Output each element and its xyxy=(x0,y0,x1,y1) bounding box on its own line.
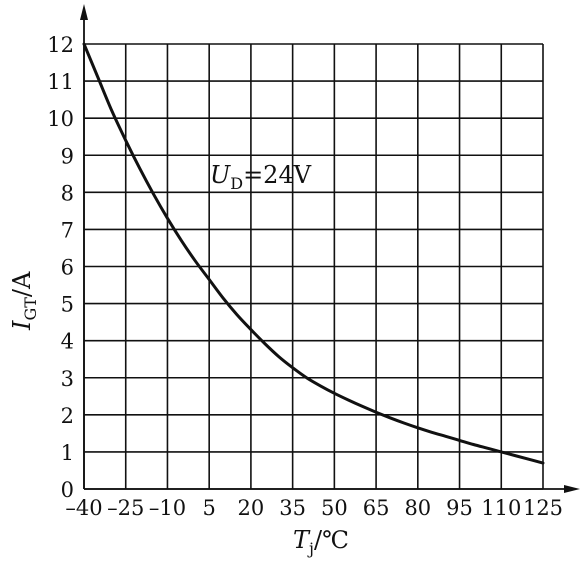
y-tick-label: 6 xyxy=(61,256,74,280)
series-layer xyxy=(82,42,545,465)
y-tick-label: 3 xyxy=(61,367,74,391)
x-tick-label: 5 xyxy=(202,496,215,520)
x-tick-label: –40 xyxy=(65,496,102,520)
y-axis-arrow xyxy=(80,4,88,20)
y-tick-label: 0 xyxy=(61,478,74,502)
x-tick-label: 80 xyxy=(404,496,431,520)
annotation-ud-24v: UD=24V xyxy=(210,161,312,193)
grid xyxy=(83,43,544,490)
x-tick-label: 35 xyxy=(279,496,306,520)
y-tick-label: 10 xyxy=(47,107,74,131)
y-tick-label: 9 xyxy=(61,144,74,168)
y-tick-label: 7 xyxy=(61,218,74,242)
y-tick-label: 11 xyxy=(47,70,74,94)
x-tick-label: 50 xyxy=(321,496,348,520)
y-tick-label: 2 xyxy=(61,404,74,428)
x-tick-label: 110 xyxy=(481,496,521,520)
x-axis-label: Tj/℃ xyxy=(293,526,349,558)
y-tick-label: 1 xyxy=(61,441,74,465)
y-tick-label: 12 xyxy=(47,33,74,57)
x-tick-label: 65 xyxy=(363,496,390,520)
series-curve xyxy=(82,42,545,465)
x-tick-label: 20 xyxy=(238,496,265,520)
y-tick-label: 4 xyxy=(61,330,74,354)
y-tick-label: 8 xyxy=(61,181,74,205)
x-tick-label: 95 xyxy=(446,496,473,520)
y-axis-label: IGT/A xyxy=(8,271,40,331)
y-tick-label: 5 xyxy=(61,293,74,317)
x-axis-arrow xyxy=(564,485,580,493)
x-tick-label: –10 xyxy=(149,496,186,520)
x-tick-label: –25 xyxy=(107,496,144,520)
x-tick-label: 125 xyxy=(523,496,563,520)
axes xyxy=(80,4,580,493)
